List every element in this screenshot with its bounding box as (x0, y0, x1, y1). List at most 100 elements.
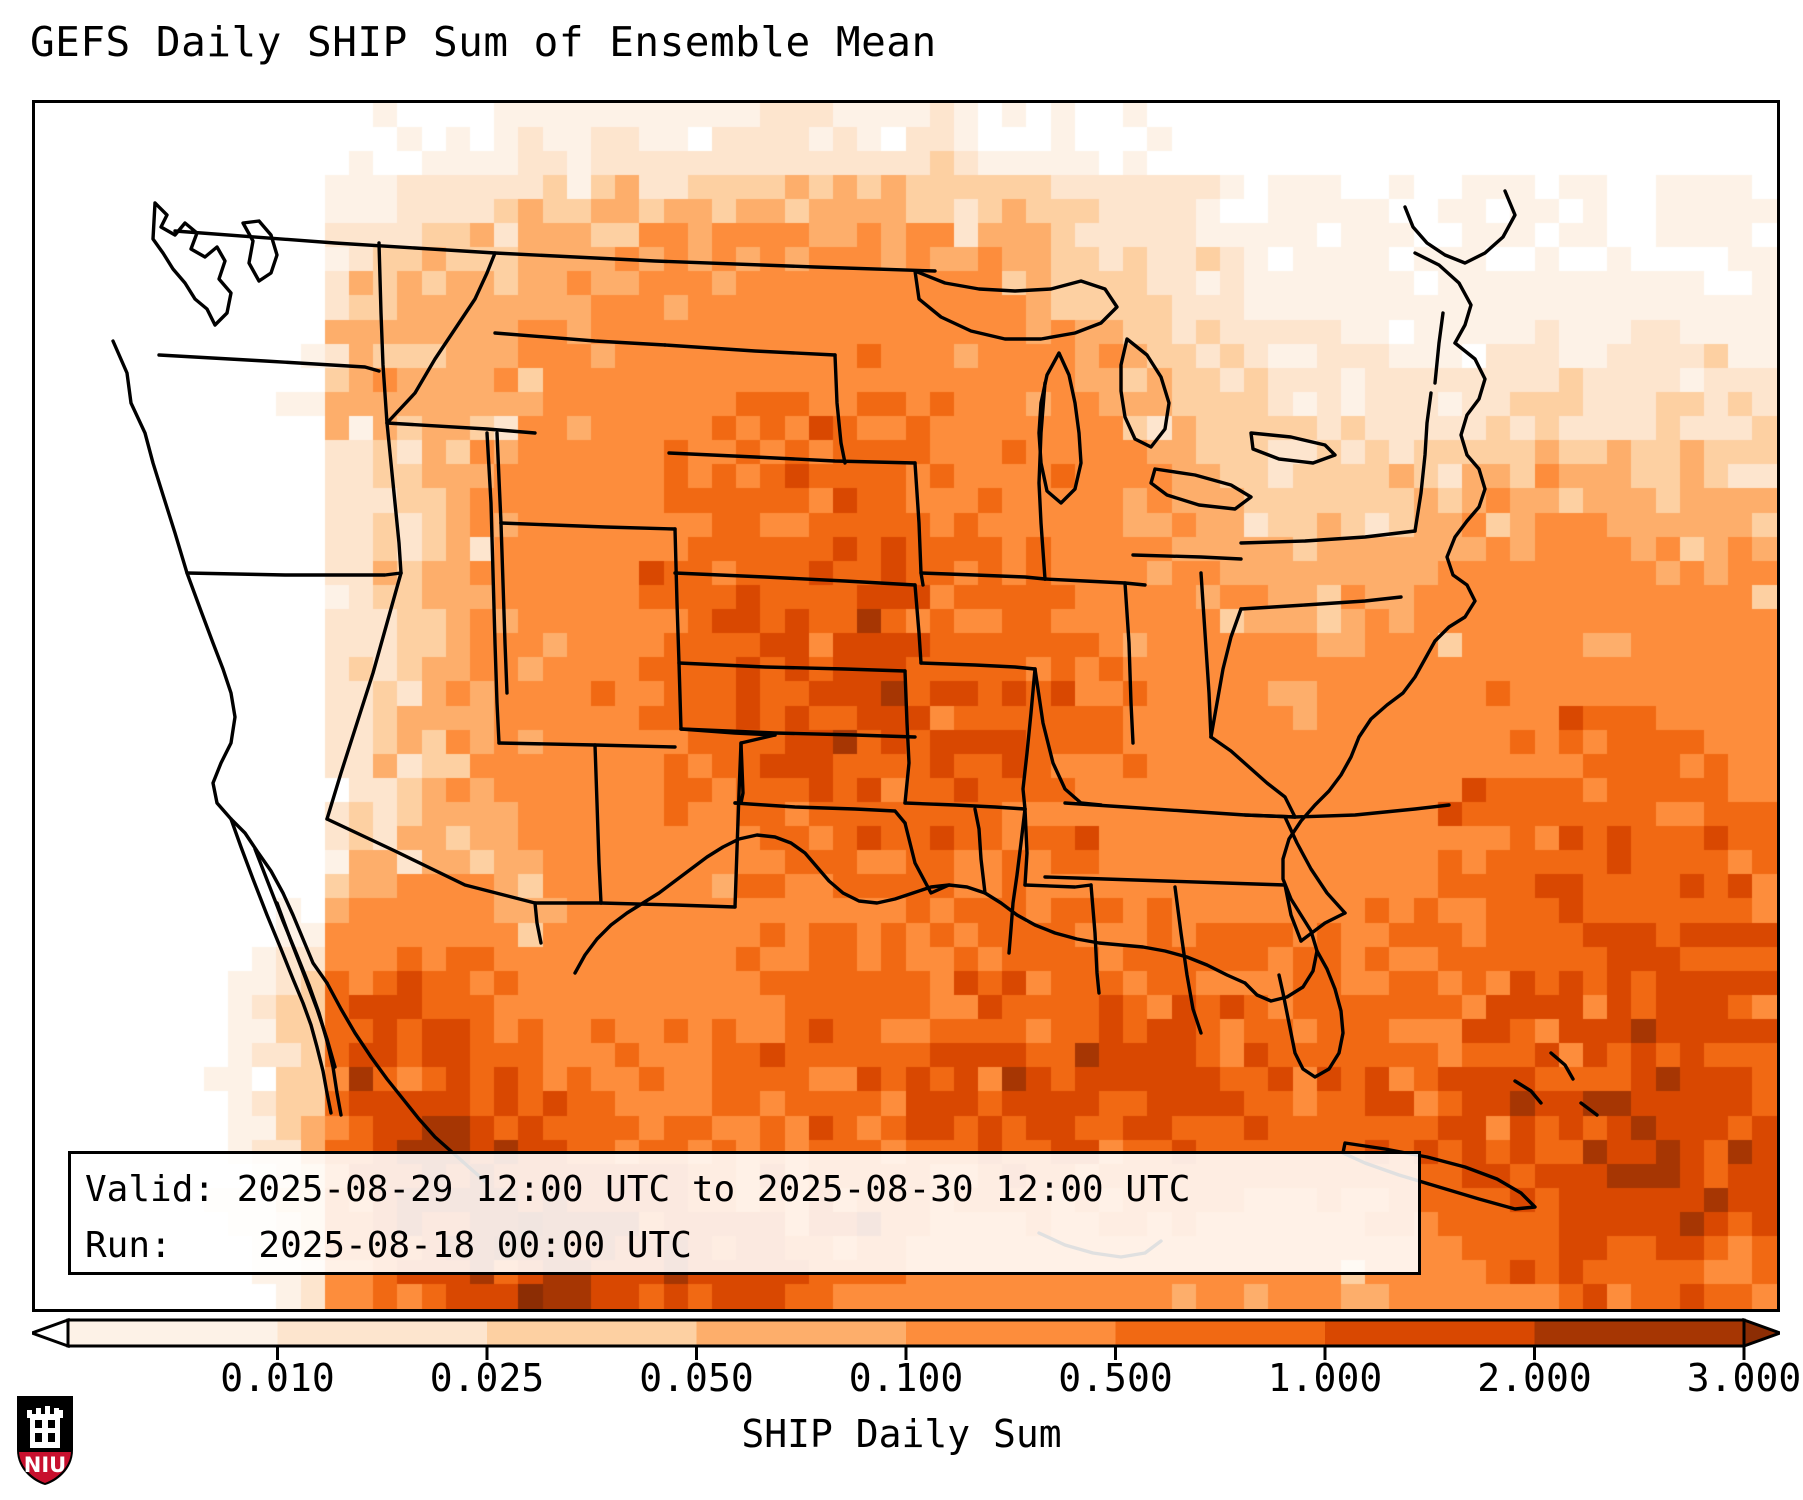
geo-boundary (1023, 807, 1029, 887)
run-time-text: Run: 2025-08-18 00:00 UTC (85, 1225, 692, 1266)
geo-boundary (673, 527, 683, 731)
geo-boundary (679, 727, 917, 739)
geo-boundary (499, 521, 509, 695)
geo-boundary (667, 451, 917, 465)
colorbar-tick-label: 0.010 (220, 1356, 335, 1400)
geo-boundary (325, 571, 403, 821)
colorbar-tick-label: 0.500 (1058, 1356, 1173, 1400)
geo-boundary (1119, 337, 1171, 449)
geo-boundary (1131, 553, 1243, 561)
geo-boundary (1283, 815, 1347, 915)
colorbar-tick-label: 1.000 (1267, 1356, 1383, 1400)
geo-boundary (1043, 875, 1287, 887)
geo-boundary (1021, 667, 1037, 811)
colorbar-extend-max (1742, 1317, 1780, 1349)
geo-boundary (1249, 431, 1337, 465)
geo-boundary (1239, 595, 1403, 611)
geo-boundary (1123, 581, 1135, 745)
colorbar-tick-label: 0.050 (639, 1356, 754, 1400)
geo-boundary (1413, 251, 1473, 345)
geo-boundary (1403, 189, 1517, 265)
colorbar-band (1325, 1320, 1536, 1346)
colorbar-band (1115, 1320, 1326, 1346)
geo-boundary (493, 331, 667, 347)
colorbar-band (487, 1320, 698, 1346)
geo-boundary (919, 571, 1047, 581)
geo-boundary (913, 583, 923, 665)
geo-boundary (1173, 885, 1203, 1035)
geo-boundary (973, 807, 987, 895)
colorbar-tick-labels: 0.010 0.025 0.050 0.100 0.500 1.000 2.000 3.000 (0, 1356, 1803, 1412)
geo-boundary (497, 741, 677, 749)
geo-boundary (1023, 883, 1093, 889)
geo-boundary (733, 801, 907, 825)
colorbar-extend-min (32, 1317, 70, 1349)
colorbar-tick-label: 3.000 (1686, 1356, 1802, 1400)
geo-boundary (229, 817, 333, 1115)
colorbar-band (277, 1320, 488, 1346)
forecast-info-box: Valid: 2025-08-29 12:00 UTC to 2025-08-3… (68, 1151, 1421, 1275)
colorbar-tick-label: 0.025 (429, 1356, 545, 1400)
geo-boundary (733, 741, 745, 805)
geo-boundary (919, 661, 1037, 671)
colorbar-band (696, 1320, 907, 1346)
niu-logo: NIU (17, 1396, 73, 1485)
geo-boundary (677, 661, 907, 673)
colorbar-band (68, 1320, 279, 1346)
geo-boundary (495, 431, 503, 525)
geo-boundary (241, 219, 279, 283)
niu-logo-text: NIU (24, 1453, 66, 1477)
geo-boundary (1413, 391, 1433, 533)
geo-boundary (913, 269, 1119, 341)
geo-boundary (833, 353, 847, 465)
colorbar-tick-label: 0.100 (848, 1356, 964, 1400)
geo-boundary (385, 421, 537, 435)
geo-boundary (1299, 911, 1347, 943)
page-title: GEFS Daily SHIP Sum of Ensemble Mean (30, 18, 937, 66)
geo-boundary (593, 743, 603, 905)
geo-boundary (1579, 1101, 1599, 1117)
geo-boundary (151, 201, 233, 327)
colorbar-tick-label: 2.000 (1477, 1356, 1592, 1400)
geo-boundary (913, 461, 925, 587)
geo-boundary (1043, 577, 1147, 587)
geo-boundary (663, 343, 837, 357)
geo-boundary (111, 339, 329, 985)
geo-boundary (157, 353, 381, 373)
geo-boundary (1549, 1051, 1575, 1081)
geo-boundary (673, 571, 917, 587)
geo-boundary (1209, 607, 1243, 739)
geo-boundary (377, 241, 403, 575)
geo-boundary (1239, 529, 1417, 545)
geo-boundary (1243, 341, 1487, 1003)
geo-boundary (573, 833, 1247, 985)
colorbar-axis-label: SHIP Daily Sum (741, 1412, 1062, 1456)
geo-boundary (1037, 381, 1047, 581)
geo-boundary (1007, 807, 1027, 955)
geo-boundary (173, 229, 937, 273)
map-panel[interactable]: Valid: 2025-08-29 12:00 UTC to 2025-08-3… (32, 100, 1780, 1312)
colorbar[interactable] (32, 1316, 1780, 1362)
geo-boundary (1243, 803, 1451, 819)
geo-boundary (275, 901, 337, 1069)
geo-boundary (1089, 883, 1101, 995)
geo-boundary (1033, 667, 1103, 807)
geo-boundary (903, 821, 951, 895)
geo-boundary (385, 251, 497, 425)
geo-boundary (599, 901, 737, 909)
geo-boundary (1209, 735, 1297, 819)
geo-boundary (325, 817, 603, 905)
colorbar-band (906, 1320, 1117, 1346)
colorbar-band (1534, 1320, 1745, 1346)
geo-boundary (903, 669, 911, 805)
geo-boundary (1513, 1079, 1543, 1105)
geo-boundary (1037, 351, 1083, 505)
geo-boundary (1277, 949, 1345, 1079)
geography-layer (111, 189, 1599, 1259)
geo-boundary (1433, 311, 1445, 385)
geo-boundary (485, 431, 501, 745)
geo-boundary (533, 901, 543, 945)
geo-boundary (185, 571, 403, 577)
geo-boundary (1283, 883, 1303, 943)
